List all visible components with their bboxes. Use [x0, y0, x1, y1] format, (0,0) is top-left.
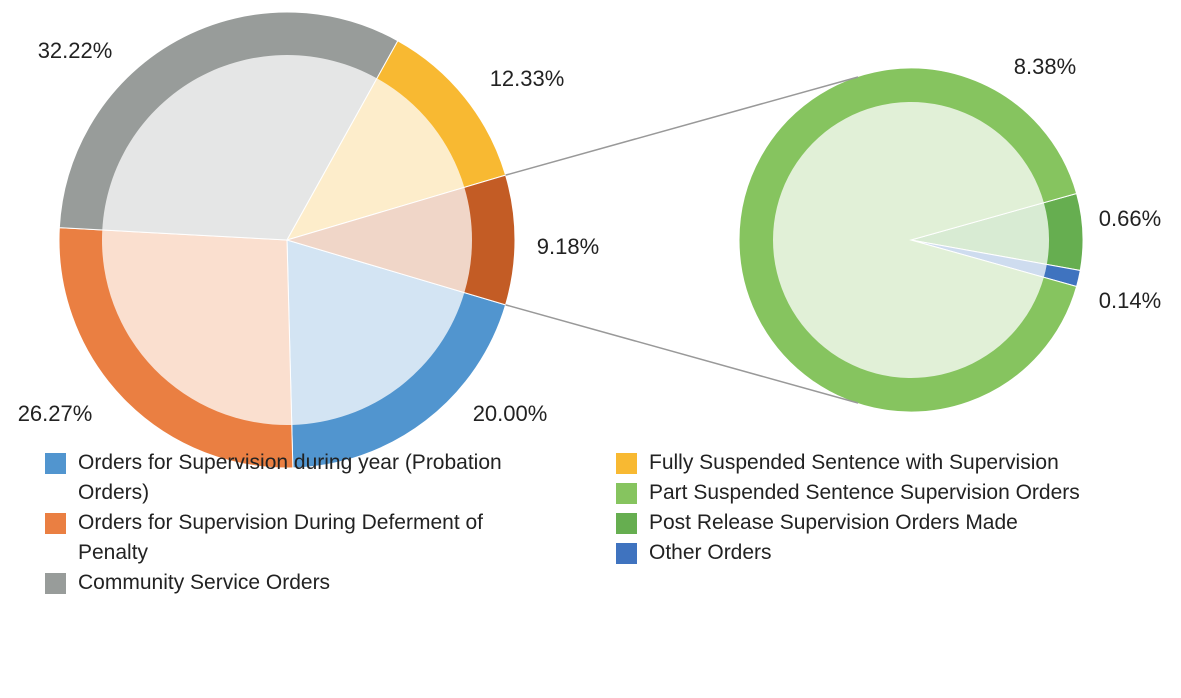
legend-item: Post Release Supervision Orders Made — [616, 508, 1094, 538]
data-label: 12.33% — [490, 66, 565, 91]
legend-item: Orders for Supervision During Deferment … — [45, 508, 523, 568]
data-label: 8.38% — [1014, 54, 1076, 79]
data-label: 20.00% — [473, 401, 548, 426]
legend-label: Other Orders — [649, 541, 772, 564]
legend-swatch — [616, 453, 637, 474]
legend-right: Fully Suspended Sentence with Supervisio… — [616, 448, 1094, 568]
data-label: 9.18% — [537, 234, 599, 259]
legend-label: Fully Suspended Sentence with Supervisio… — [649, 451, 1059, 474]
slice-inner — [911, 202, 1049, 265]
slice-inner — [773, 102, 1044, 379]
slice-inner — [287, 240, 465, 425]
legend-swatch — [45, 453, 66, 474]
connector — [505, 304, 859, 404]
legend-swatch — [45, 573, 66, 594]
slice-inner — [102, 230, 292, 425]
legend-label: Orders for Supervision During Deferment … — [78, 511, 483, 564]
legend-label: Orders for Supervision during year (Prob… — [78, 451, 502, 504]
legend-item: Other Orders — [616, 538, 1094, 568]
legend-item: Fully Suspended Sentence with Supervisio… — [616, 448, 1094, 478]
data-label: 0.66% — [1099, 206, 1161, 231]
legend-label: Post Release Supervision Orders Made — [649, 511, 1018, 534]
legend-swatch — [616, 513, 637, 534]
legend-item: Part Suspended Sentence Supervision Orde… — [616, 478, 1094, 508]
legend-label: Part Suspended Sentence Supervision Orde… — [649, 481, 1080, 504]
slice-inner — [102, 54, 377, 241]
legend-item: Community Service Orders — [45, 568, 523, 598]
legend-swatch — [616, 543, 637, 564]
slice-inner — [287, 78, 465, 240]
legend-label: Community Service Orders — [78, 571, 331, 594]
legend-swatch — [45, 513, 66, 534]
slice-inner — [287, 187, 472, 293]
data-label: 32.22% — [38, 38, 113, 63]
connector — [505, 76, 859, 176]
legend-left: Orders for Supervision during year (Prob… — [45, 448, 523, 598]
data-label: 26.27% — [18, 401, 93, 426]
legend-swatch — [616, 483, 637, 504]
data-label: 0.14% — [1099, 288, 1161, 313]
legend-item: Orders for Supervision during year (Prob… — [45, 448, 523, 508]
